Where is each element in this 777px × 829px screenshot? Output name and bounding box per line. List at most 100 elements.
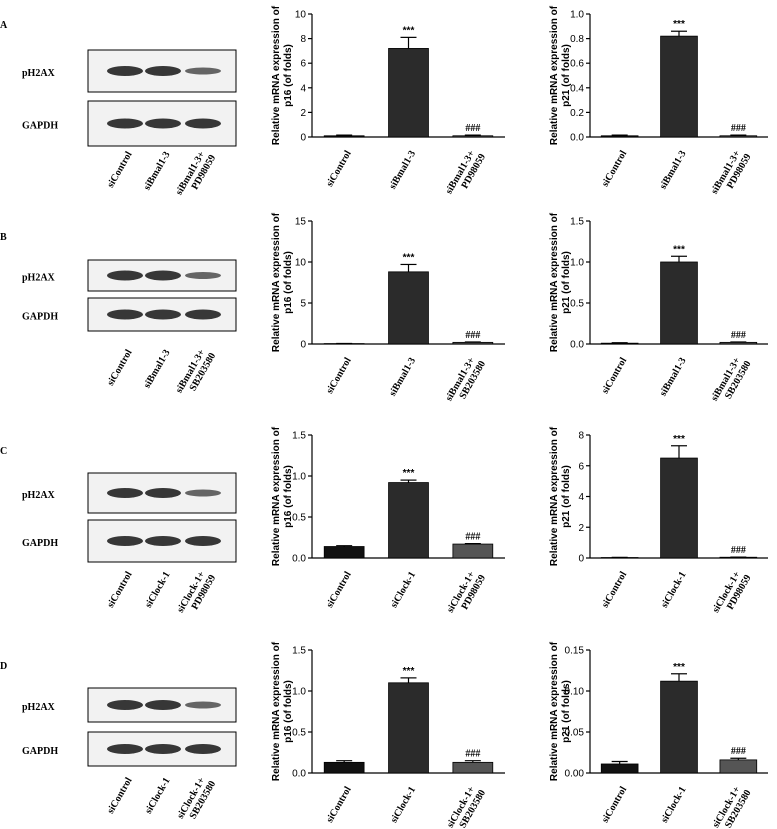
category-label: siControl <box>324 356 354 396</box>
y-axis-label: p21 (of folds) <box>561 44 572 107</box>
y-tick-label: 0.5 <box>292 513 306 524</box>
significance-label: ### <box>465 532 480 543</box>
y-axis-label: Relative mRNA expression of <box>549 5 560 145</box>
category-label: siControl <box>600 785 630 825</box>
y-tick-label: 4 <box>578 492 584 503</box>
blot-row-label: pH2AX <box>22 273 56 284</box>
bar <box>660 261 698 345</box>
y-tick-label: 0.6 <box>570 59 584 70</box>
blot-band <box>107 744 143 754</box>
y-tick-label: 15 <box>295 217 307 228</box>
significance-label: ### <box>465 123 480 134</box>
blot-band <box>145 309 181 320</box>
significance-label: *** <box>403 468 415 479</box>
category-label: siBmal1-3 <box>387 356 418 399</box>
category-label: siControl <box>105 348 135 388</box>
y-tick-label: 6 <box>300 59 306 70</box>
blot-band <box>185 309 221 320</box>
category-label: siClock-1+ SB203580 <box>445 783 488 829</box>
significance-label: *** <box>673 19 685 30</box>
bar <box>388 271 429 345</box>
significance-label: *** <box>403 252 415 263</box>
y-tick-label: 1.0 <box>570 10 584 21</box>
y-axis-label: p16 (of folds) <box>283 680 294 743</box>
bar <box>323 135 365 138</box>
category-label: siControl <box>324 785 354 825</box>
category-label: siControl <box>600 149 630 189</box>
category-label: siClock-1 <box>389 785 419 825</box>
bar <box>388 48 429 138</box>
blot-band <box>145 700 181 710</box>
y-tick-label: 1.0 <box>570 258 584 269</box>
significance-label: ### <box>731 545 746 556</box>
category-label: siBmal1-3+ PD98059 <box>709 147 754 202</box>
y-tick-label: 6 <box>578 461 584 472</box>
category-label: siBmal1-3 <box>142 150 173 193</box>
panel-label: B <box>0 232 7 243</box>
y-tick-label: 1.5 <box>570 217 584 228</box>
y-axis-label: Relative mRNA expression of <box>271 641 282 781</box>
y-axis-label: p21 (of folds) <box>561 465 572 528</box>
y-tick-label: 0 <box>300 340 306 351</box>
blot-band <box>107 66 143 76</box>
blot-row-label: pH2AX <box>22 490 56 501</box>
blot-row-label: GAPDH <box>22 312 58 323</box>
y-axis-label: p21 (of folds) <box>561 680 572 743</box>
blot-band <box>107 309 143 320</box>
bar <box>452 341 494 345</box>
category-label: siControl <box>105 776 135 816</box>
y-tick-label: 0.05 <box>565 728 585 739</box>
category-label: siClock-1 <box>389 570 419 610</box>
bar <box>388 482 429 559</box>
blot-row-label: pH2AX <box>22 68 56 79</box>
category-label: siClock-1+ PD98059 <box>710 568 753 621</box>
category-label: siBmal1-3 <box>142 348 173 391</box>
category-label: siClock-1 <box>659 785 689 825</box>
y-tick-label: 2 <box>300 108 306 119</box>
bar <box>660 680 698 774</box>
blot-band <box>145 488 181 498</box>
blot-band <box>145 118 181 129</box>
blot-band <box>107 118 143 129</box>
y-tick-label: 8 <box>578 431 584 442</box>
category-label: siBmal1-3+ SB203580 <box>444 354 489 409</box>
significance-label: *** <box>673 244 685 255</box>
category-label: siClock-1 <box>143 776 173 816</box>
blot-band <box>185 118 221 129</box>
blot-row-label: GAPDH <box>22 746 58 757</box>
blot-band <box>107 700 143 710</box>
category-label: siBmal1-3+ SB203580 <box>174 346 219 401</box>
panel-label: D <box>0 661 7 672</box>
bar <box>388 682 429 774</box>
category-label: siControl <box>600 570 630 610</box>
blot-row-label: GAPDH <box>22 121 58 132</box>
significance-label: ### <box>731 746 746 757</box>
blot-row-label: GAPDH <box>22 538 58 549</box>
bar <box>452 543 494 559</box>
category-label: siBmal1-3+ PD98059 <box>174 148 219 203</box>
y-tick-label: 0.5 <box>292 728 306 739</box>
blot-band <box>145 536 181 546</box>
y-tick-label: 10 <box>295 10 307 21</box>
y-tick-label: 0 <box>578 554 584 565</box>
y-tick-label: 1.5 <box>292 431 306 442</box>
y-tick-label: 1.0 <box>292 472 306 483</box>
y-tick-label: 1.0 <box>292 687 306 698</box>
bar <box>660 457 698 559</box>
bar <box>323 546 365 559</box>
bar <box>660 35 698 138</box>
bar <box>600 763 639 774</box>
bar <box>452 135 494 138</box>
category-label: siBmal1-3 <box>387 149 418 192</box>
y-tick-label: 0.0 <box>570 340 584 351</box>
blot-band <box>185 536 221 546</box>
y-tick-label: 0.2 <box>570 108 584 119</box>
category-label: siBmal1-3+ SB203580 <box>709 354 754 409</box>
category-label: siControl <box>600 356 630 396</box>
y-axis-label: Relative mRNA expression of <box>271 5 282 145</box>
blot-band <box>107 536 143 546</box>
blot-band <box>145 270 181 281</box>
blot-band <box>107 488 143 498</box>
significance-label: *** <box>673 662 685 673</box>
